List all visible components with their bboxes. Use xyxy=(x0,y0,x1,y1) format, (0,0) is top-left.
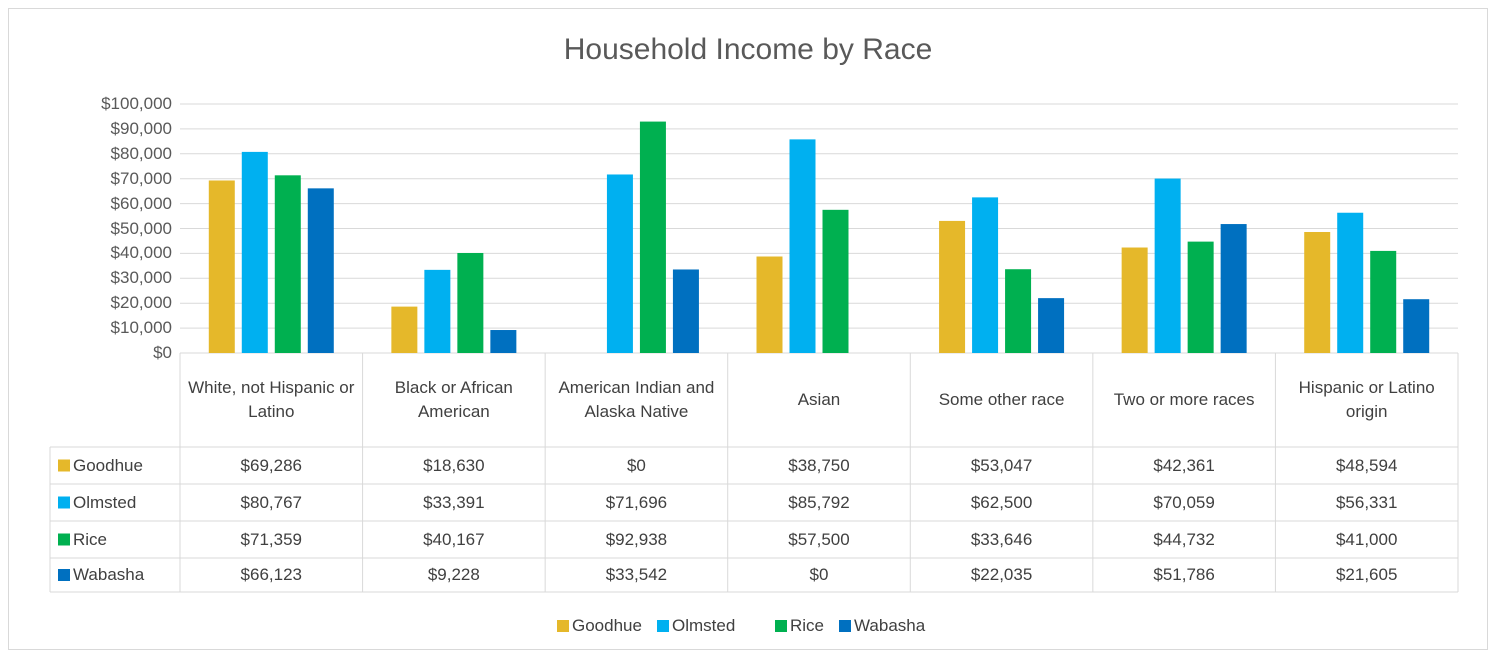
table-value: $0 xyxy=(626,455,646,475)
table-value: $33,542 xyxy=(605,565,668,584)
table-value: $85,792 xyxy=(788,492,850,512)
bar xyxy=(1337,212,1364,353)
legend-label: Olmsted xyxy=(672,616,736,635)
row-header: Rice xyxy=(73,529,108,549)
table-value: $21,605 xyxy=(1335,565,1398,584)
table-value: $42,361 xyxy=(1153,455,1215,475)
legend-key xyxy=(58,569,70,581)
legend-key xyxy=(58,496,70,509)
bar xyxy=(307,188,334,353)
category-label: Some other race xyxy=(938,390,1065,409)
category-label: Hispanic or Latino origin xyxy=(1298,378,1435,421)
bar xyxy=(789,139,816,353)
table-value: $56,331 xyxy=(1335,492,1398,512)
table-value: $18,630 xyxy=(423,455,485,475)
y-tick-label: $70,000 xyxy=(110,168,172,188)
bar xyxy=(490,330,517,353)
table-value: $53,047 xyxy=(970,455,1033,475)
bar xyxy=(208,180,235,353)
bar xyxy=(606,174,633,353)
bar xyxy=(939,220,966,353)
legend-key xyxy=(839,620,851,632)
y-tick-label: $60,000 xyxy=(110,193,172,213)
bar xyxy=(1038,298,1065,353)
bar xyxy=(1220,224,1247,353)
row-header: Olmsted xyxy=(73,492,137,512)
table-value: $44,732 xyxy=(1153,529,1215,549)
bar xyxy=(1154,178,1181,353)
y-tick-label: $0 xyxy=(153,343,172,362)
legend-key xyxy=(775,620,787,632)
row-header: Goodhue xyxy=(73,455,143,475)
table-value: $71,696 xyxy=(605,492,668,512)
table-value: $33,391 xyxy=(423,492,485,512)
table-value: $51,786 xyxy=(1153,565,1215,584)
y-tick-label: $100,000 xyxy=(101,94,172,113)
bar xyxy=(672,269,699,353)
chart-title: Household Income by Race xyxy=(563,33,933,66)
y-tick-label: $10,000 xyxy=(110,318,172,338)
legend-label: Rice xyxy=(790,616,825,635)
legend-label: Goodhue xyxy=(572,616,642,635)
category-label: Black or African American xyxy=(394,378,513,421)
bar xyxy=(1370,250,1397,353)
legend-key xyxy=(657,620,669,632)
bar xyxy=(457,252,484,353)
table-value: $66,123 xyxy=(240,565,302,584)
y-tick-label: $80,000 xyxy=(110,143,172,163)
bar xyxy=(1187,241,1214,353)
y-tick-label: $20,000 xyxy=(110,293,172,313)
bar xyxy=(972,197,999,353)
table-value: $9,228 xyxy=(427,565,480,584)
table-value: $40,167 xyxy=(423,529,485,549)
legend-key xyxy=(58,459,70,472)
table-value: $38,750 xyxy=(788,455,850,475)
category-label: Two or more races xyxy=(1113,390,1255,409)
table-value: $69,286 xyxy=(240,455,302,475)
y-tick-label: $90,000 xyxy=(110,118,172,138)
bar xyxy=(1403,299,1430,353)
bar xyxy=(1005,269,1032,353)
bar xyxy=(241,151,268,353)
legend-label: Wabasha xyxy=(854,616,926,635)
legend-key xyxy=(58,533,70,546)
table-value: $80,767 xyxy=(240,492,302,512)
bar xyxy=(1304,232,1331,353)
bar xyxy=(822,209,849,353)
table-value: $48,594 xyxy=(1335,455,1398,475)
table-value: $70,059 xyxy=(1153,492,1215,512)
category-label: American Indian and Alaska Native xyxy=(558,378,715,421)
y-tick-label: $30,000 xyxy=(110,268,172,288)
table-value: $22,035 xyxy=(970,565,1033,584)
table-value: $92,938 xyxy=(605,529,668,549)
row-header: Wabasha xyxy=(73,565,145,584)
category-label: Asian xyxy=(797,390,841,409)
bar xyxy=(391,306,418,353)
table-value: $57,500 xyxy=(788,529,850,549)
bar xyxy=(756,256,783,353)
bar xyxy=(639,121,666,353)
table-value: $0 xyxy=(809,565,829,584)
table-value: $33,646 xyxy=(970,529,1033,549)
table-value: $62,500 xyxy=(970,492,1033,512)
y-tick-label: $50,000 xyxy=(110,218,172,238)
category-label: White, not Hispanic or Latino xyxy=(188,378,355,421)
bar xyxy=(274,175,301,353)
bar xyxy=(1121,247,1148,353)
y-tick-label: $40,000 xyxy=(110,243,172,263)
table-value: $71,359 xyxy=(240,529,302,549)
table-value: $41,000 xyxy=(1335,529,1398,549)
legend-key xyxy=(557,620,569,632)
bar xyxy=(424,269,451,353)
